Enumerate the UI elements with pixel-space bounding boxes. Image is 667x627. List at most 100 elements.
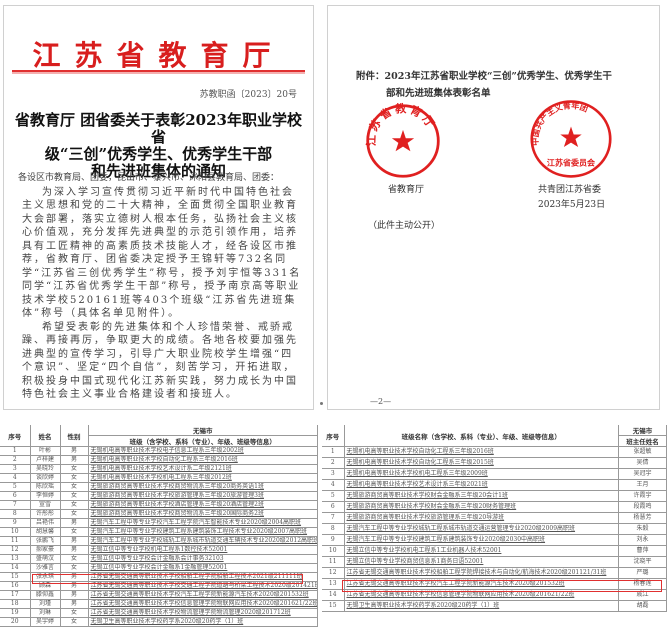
cell-gender: 女 xyxy=(60,500,89,510)
cell-info: 无锡机电高等职业技术学校机电工程系三年级2012班 xyxy=(88,473,318,483)
cell-name: 许彤彤 xyxy=(30,509,61,519)
table-row: 20 吴宇婷女无锡卫生高等职业技术学校药学系2020级20药学（1）班 xyxy=(0,617,318,627)
cell-no: 15 xyxy=(322,600,345,612)
cell-info: 江苏省无锡交通高等职业技术学校汽车工程学院新能源汽车技术2020级201532班 xyxy=(88,590,318,600)
org-title: 江苏省教育厅 xyxy=(32,39,285,72)
cell-no: 13 xyxy=(0,554,31,564)
cell-no: 7 xyxy=(0,500,31,510)
signer-education-dept: 省教育厅 xyxy=(388,185,425,195)
paragraph: 希望受表彰的先进集体和个人珍惜荣誉、戒骄戒躁、再接再厉，争取更大的成绩。各地各校… xyxy=(22,321,298,401)
cell-info: 无锡卫生高等职业技术学校药学系2020级20药学（1）班 xyxy=(88,617,318,627)
cell-teacher: 王月 xyxy=(618,479,667,491)
table-row: 1 叶彬男无锡机电高等职业技术学校电子信息工程系三年级2002班 xyxy=(0,446,318,456)
table-row: 19 刘琳女江苏省无锡交通高等职业技术学校物流管理学院物流管理2020级20171… xyxy=(0,608,318,618)
cell-no: 6 xyxy=(0,491,31,501)
cell-no: 14 xyxy=(0,563,31,573)
cell-no: 18 xyxy=(0,599,31,609)
cell-no: 10 xyxy=(0,527,31,537)
table-row: 7 无锡旅游商贸高等职业技术学校旅游管理系三年级20导游班 杨慧芳 xyxy=(322,512,667,524)
table-row: 3 无锡机电高等职业技术学校机电工程系三年级2009班 吴冠宇 xyxy=(322,468,667,480)
cell-teacher: 沈晓平 xyxy=(618,556,667,568)
education-department-seal: 江苏省教育厅 xyxy=(364,102,440,178)
cell-no: 17 xyxy=(0,590,31,600)
disclosure-note: （此件主动公开） xyxy=(368,221,441,231)
table-row: 12 郝家豪男无锡立信中等专业学校机电工程系1数控技术52001 xyxy=(0,545,318,555)
cell-info: 无锡旅游商贸高等职业技术学校酒店管理系三年级20酒店管理2班 xyxy=(88,500,318,510)
cell-no: 15 xyxy=(0,572,31,582)
notice-heading: 省教育厅 团省委关于表彰2023年职业学校省 级“三创”优秀学生、优秀学生干部 … xyxy=(14,112,303,180)
cell-name: 盛萌汉 xyxy=(30,554,61,564)
cell-info: 江苏省无锡交通高等职业技术学校物流管理学院物流管理2020级201712班 xyxy=(88,608,318,618)
attachment-line: 部和先进班集体表彰名单 xyxy=(386,88,491,99)
cell-gender: 女 xyxy=(60,527,89,537)
table-row: 11 张鹏飞男无锡汽车工程中等专业学校城轨工程系城市轨道交通车辆技术专业2020级… xyxy=(0,536,318,546)
table-row: 13 江苏省无锡交通高等职业技术学校汽车工程学院新能源汽车技术2020级20153… xyxy=(322,578,667,590)
cell-no: 10 xyxy=(322,545,345,557)
table-row: 4 无锡机电高等职业技术学校艺术设计系三年级2021班 王月 xyxy=(322,479,667,491)
cell-info: 无锡旅游商贸高等职业技术学校旅游管理系三年级20旅游管理3班 xyxy=(88,491,318,501)
table-row: 15 张永琪男江苏省无锡交通高等职业技术学校船舶工程学院船舶工程技术2021级21… xyxy=(0,572,318,582)
cell-name: 胡慧馨 xyxy=(30,527,61,537)
table-row: 10 无锡立信中等专业学校机电工程系1工业机器人技术52001 曹萍 xyxy=(322,545,667,557)
cell-name: 张永琪 xyxy=(30,572,61,582)
cell-no: 12 xyxy=(0,545,31,555)
cell-info: 无锡立信中等专业学校会计金融系会计事务32103 xyxy=(88,554,318,564)
cell-info: 无锡旅游商贸高等职业技术学校旅游管理系三年级20导游班 xyxy=(344,512,619,524)
table-row: 2 卢梓建男无锡机电高等职业技术学校自动化工程系三年级2016班 xyxy=(0,455,318,465)
cell-info: 无锡旅游商贸高等职业技术学校财会金融系三年级20财务管理班 xyxy=(344,501,619,513)
cell-info: 无锡立信中等专业学校商贸信息系1商务日语52001 xyxy=(344,556,619,568)
cell-name: 吕艳伟 xyxy=(30,518,61,528)
cell-teacher: 胡磊 xyxy=(618,600,667,612)
cell-gender: 女 xyxy=(60,608,89,618)
table-row: 17 滕仰鑫男江苏省无锡交通高等职业技术学校汽车工程学院新能源汽车技术2020级2… xyxy=(0,590,318,600)
col-city: 无锡市 xyxy=(618,425,667,436)
cell-info: 江苏省无锡交通高等职业技术学校船舶工程学院船舶工程技术2021级211111班 xyxy=(88,572,318,582)
cell-name: 宣雪 xyxy=(30,500,61,510)
table-row: 6 李恒婷女无锡旅游商贸高等职业技术学校旅游管理系三年级20旅游管理3班 xyxy=(0,491,318,501)
table-row: 10 胡慧馨女无锡汽车工程中等专业学校建筑工程系建筑装饰工程技术专业2020级20… xyxy=(0,527,318,537)
cell-name: 卢梓建 xyxy=(30,455,61,465)
highlight-box xyxy=(32,574,303,584)
cell-teacher: 朱毅 xyxy=(618,523,667,535)
table-row: 3 吴晓玲女无锡机电高等职业技术学校艺术设计系二年级2121班 xyxy=(0,464,318,474)
table-row: 4 谈欣婷女无锡机电高等职业技术学校机电工程系三年级2012班 xyxy=(0,473,318,483)
notice-page-1: 江苏省教育厅 苏教职函〔2023〕20号 省教育厅 团省委关于表彰2023年职业… xyxy=(3,5,314,410)
cell-no: 14 xyxy=(322,589,345,601)
cell-name: 吴晓玲 xyxy=(30,464,61,474)
cell-info: 无锡机电高等职业技术学校自动化工程系三年级2016班 xyxy=(344,446,619,458)
table-row: 2 无锡机电高等职业技术学校自动化工程系三年级2015班 吴倩 xyxy=(322,457,667,469)
cell-no: 6 xyxy=(322,501,345,513)
table-row: 14 沙雅言女无锡立信中等专业学校会计金融系1金融管理52001 xyxy=(0,563,318,573)
cell-gender: 女 xyxy=(60,554,89,564)
cell-name: 陈欣瑶 xyxy=(30,482,61,492)
cell-teacher: 曹萍 xyxy=(618,545,667,557)
heading-line: 级“三创”优秀学生、优秀学生干部 xyxy=(44,145,273,163)
cell-name: 吴宇婷 xyxy=(30,617,61,627)
cell-gender: 女 xyxy=(60,563,89,573)
cell-gender: 男 xyxy=(60,572,89,582)
cell-no: 9 xyxy=(0,518,31,528)
table-row: 15 无锡卫生高等职业技术学校药学系2020级20药学（1）班 胡磊 xyxy=(322,600,667,612)
col-city: 无锡市 xyxy=(88,425,318,436)
cell-teacher: 段霞鸣 xyxy=(618,501,667,513)
cell-no: 7 xyxy=(322,512,345,524)
cell-info: 江苏省无锡交通高等职业技术学校信息管理学院物联网应用技术2020级201621/… xyxy=(88,599,318,609)
paragraph: 为深入学习宣传贯彻习近平新时代中国特色社会主义思想和党的二十大精神，全面贯彻全国… xyxy=(22,186,302,320)
cell-gender: 男 xyxy=(60,599,89,609)
cell-info: 无锡汽车工程中等专业学校建筑工程系建筑装饰工程技术专业2020级2007高职班 xyxy=(88,527,318,537)
cell-info: 江苏省无锡交通高等职业技术学校汽车工程学院新能源汽车技术2020级201532班 xyxy=(344,578,619,590)
heading-line: 和先进班集体的通知 xyxy=(90,162,226,180)
signer-youth-league: 共青团江苏省委 xyxy=(538,185,602,195)
cell-no: 13 xyxy=(322,578,345,590)
attachment-title: 附件：2023年江苏省职业学校“三创”优秀学生、优秀学生干 部和先进班集体表彰名… xyxy=(356,68,612,102)
table-row: 16 顾森男江苏省无锡交通高等职业技术学校交通工程学院道路与桥梁工程技术2020级… xyxy=(0,581,318,591)
cell-gender: 女 xyxy=(60,464,89,474)
cell-info: 无锡卫生高等职业技术学校药学系2020级20药学（1）班 xyxy=(344,600,619,612)
table-row: 9 无锡汽车工程中等专业学校建筑工程系建筑装饰专业2020级2030中高职班 刘永 xyxy=(322,534,667,546)
cell-info: 无锡汽车工程中等专业学校汽车工程学院汽车智能技术专业2020级2004高职班 xyxy=(88,518,318,528)
cell-info: 无锡汽车工程中等专业学校建筑工程系建筑装饰专业2020级2030中高职班 xyxy=(344,534,619,546)
youth-league-seal: 中国共产主义青年团 江苏省委员会 xyxy=(530,100,612,178)
cell-gender: 男 xyxy=(60,545,89,555)
cell-info: 无锡汽车工程中等专业学校城轨工程系城市轨道交通运营管理专业2020级2009高职… xyxy=(344,523,619,535)
cell-info: 无锡机电高等职业技术学校机电工程系三年级2009班 xyxy=(344,468,619,480)
